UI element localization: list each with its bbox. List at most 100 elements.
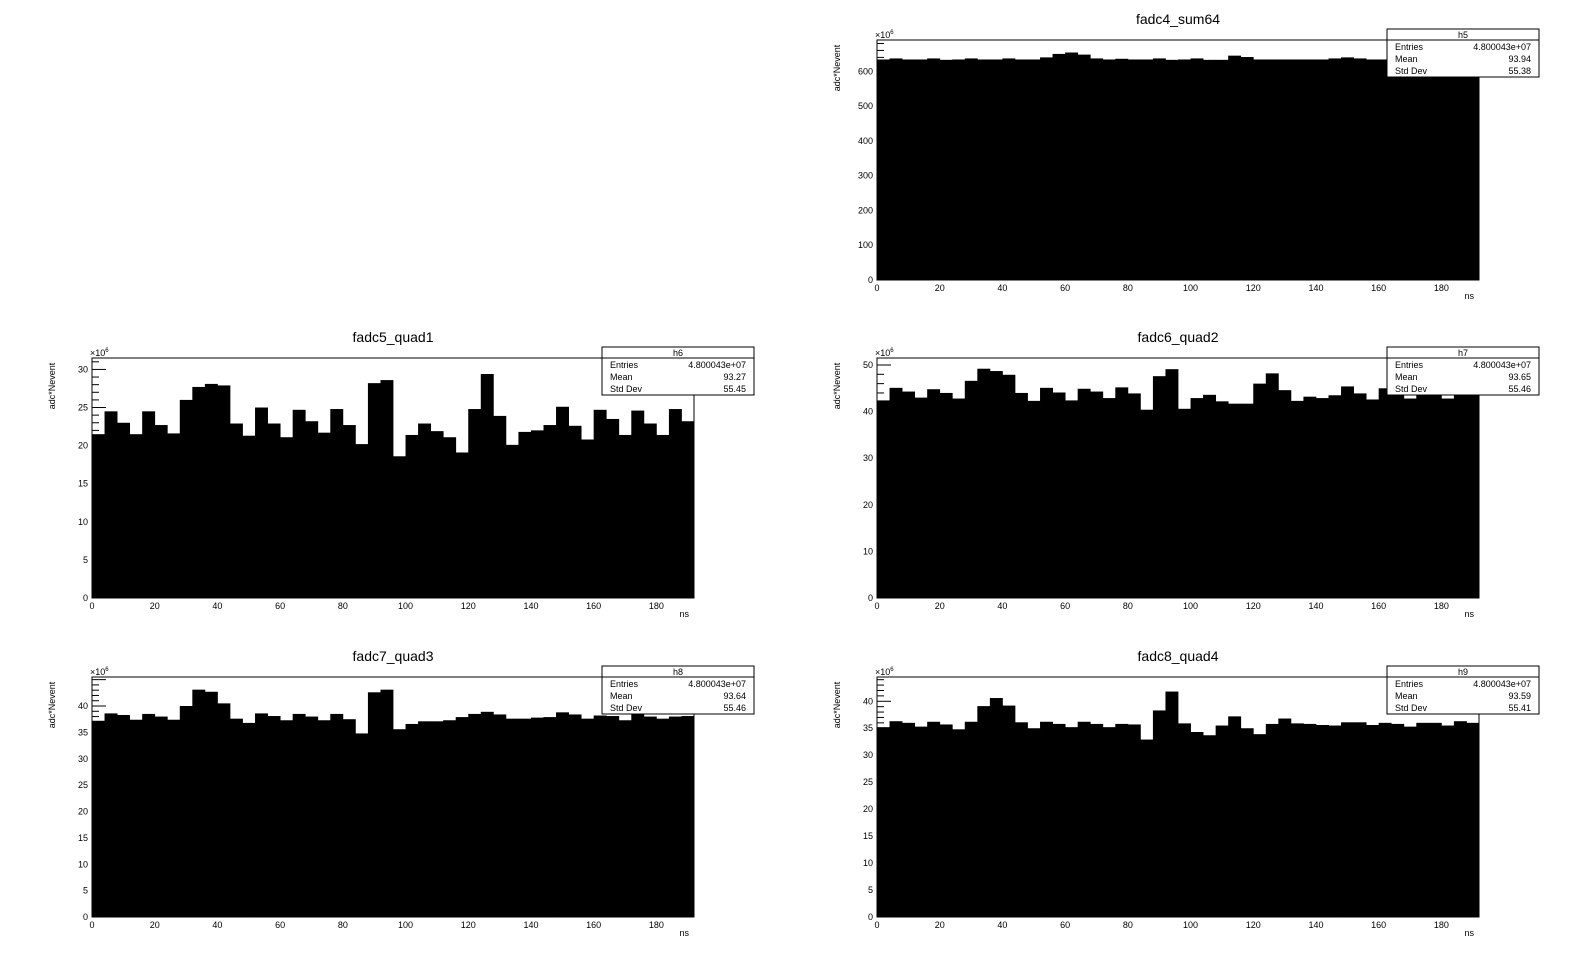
- histogram-bar: [242, 435, 256, 598]
- stats-label-mean: Mean: [610, 691, 633, 701]
- x-axis: 0 20 40 60 80 100 120 140 160 180 ns: [874, 272, 1480, 301]
- histogram-bar: [1378, 59, 1392, 281]
- histogram-bar: [1278, 718, 1292, 917]
- histogram-bar: [1152, 710, 1166, 917]
- histogram-bar: [480, 374, 494, 598]
- stats-box: h7 Entries 4.800043e+07 Mean 93.65 Std Dev 55.…: [1386, 346, 1540, 396]
- x-axis: 0 20 40 60 80 100 120 140 160 180 ns: [89, 909, 695, 938]
- histogram-bar: [1052, 53, 1066, 280]
- histogram-bar: [902, 59, 916, 281]
- histogram-bar: [1240, 57, 1254, 280]
- histogram-bar: [1077, 388, 1091, 598]
- stats-value-mean: 93.27: [723, 372, 746, 382]
- histogram-bar: [1441, 59, 1455, 280]
- histogram-bar: [1391, 60, 1405, 280]
- x-axis-label: ns: [679, 928, 689, 938]
- histogram-bar: [280, 720, 294, 917]
- histogram-bar: [1027, 400, 1041, 598]
- y-axis: 0 5 10 15 20 25 30×106 adc*Nevent: [47, 348, 109, 603]
- y-axis-label: adc*Nevent: [832, 681, 842, 728]
- histogram-bar: [229, 718, 243, 917]
- x-tick-label: 20: [935, 283, 945, 293]
- y-tick-label: 500: [858, 101, 873, 111]
- x-tick-label: 60: [1060, 920, 1070, 930]
- histogram-bar: [1466, 59, 1480, 281]
- y-tick-label: 20: [863, 804, 873, 814]
- histogram-bar: [1391, 392, 1405, 598]
- histogram-bar: [1290, 400, 1304, 598]
- histogram-bar: [1127, 724, 1141, 917]
- y-tick-label: 40: [863, 696, 873, 706]
- x-tick-label: 180: [649, 920, 664, 930]
- stats-value-std-dev: 55.46: [1508, 384, 1531, 394]
- histogram-bar: [1178, 723, 1191, 917]
- histogram-bar: [1115, 58, 1129, 280]
- stats-label-std-dev: Std Dev: [1395, 384, 1428, 394]
- histogram-bar: [977, 706, 991, 917]
- x-tick-label: 60: [275, 920, 285, 930]
- histogram-bar: [1228, 403, 1242, 598]
- histogram-bar: [1040, 721, 1053, 917]
- histogram-bar: [681, 716, 695, 917]
- histogram-bar: [255, 407, 268, 598]
- stats-value-entries: 4.800043e+07: [1473, 360, 1531, 370]
- histogram-bar: [104, 713, 118, 917]
- histogram-bar: [1190, 58, 1204, 281]
- histogram-bar: [505, 718, 519, 917]
- histogram-bar: [668, 716, 682, 917]
- histogram-bar: [581, 718, 595, 917]
- histogram-bar: [1115, 723, 1129, 917]
- x-tick-label: 140: [1308, 920, 1323, 930]
- y-tick-label: 300: [858, 171, 873, 181]
- histogram-bar: [267, 423, 281, 598]
- histogram-bar: [1228, 716, 1242, 917]
- x-tick-label: 100: [1183, 920, 1198, 930]
- histogram-bar: [939, 724, 953, 917]
- histogram-bar: [1466, 395, 1480, 598]
- histogram-pad-fadc4_sum64: fadc4_sum64 0 20 40 60 80 100 120 140 160 180 ns 0 10…: [832, 11, 1540, 301]
- histogram-bar: [1265, 59, 1279, 281]
- histogram-bar: [530, 430, 544, 598]
- stats-box-frame: [1386, 665, 1540, 715]
- x-tick-label: 0: [874, 283, 879, 293]
- histogram-bar: [1303, 396, 1317, 598]
- y-tick-label: 40: [863, 407, 873, 417]
- histogram-bar: [989, 59, 1003, 281]
- histogram-bar: [593, 715, 607, 917]
- y-tick-label: 15: [78, 479, 88, 489]
- histogram-bar: [480, 711, 494, 917]
- chart-title: fadc8_quad4: [1138, 648, 1219, 664]
- stats-label-std-dev: Std Dev: [1395, 66, 1428, 76]
- stats-value-std-dev: 55.46: [723, 703, 746, 713]
- x-tick-label: 0: [89, 601, 94, 611]
- y-tick-label: 10: [863, 546, 873, 556]
- y-tick-label: 200: [858, 205, 873, 215]
- histogram-bar: [1190, 732, 1204, 917]
- histogram-bar: [92, 720, 105, 917]
- y-tick-label: 30: [78, 364, 88, 374]
- histogram-bar: [1315, 725, 1329, 917]
- histogram-bar: [1453, 721, 1467, 917]
- y-tick-label: 35: [78, 727, 88, 737]
- histogram-bar: [543, 425, 557, 598]
- histogram-bar: [305, 421, 319, 598]
- histogram-bar: [1466, 722, 1480, 917]
- histogram-bar: [167, 719, 181, 917]
- y-tick-label: 10: [78, 859, 88, 869]
- histogram-bar: [154, 425, 168, 598]
- histogram-bar: [656, 434, 670, 598]
- histogram-bar: [1027, 728, 1041, 917]
- histogram-bar: [1165, 59, 1179, 280]
- histogram-bar: [493, 415, 507, 598]
- histogram-bar: [902, 391, 916, 598]
- stats-label-std-dev: Std Dev: [1395, 703, 1428, 713]
- stats-label-entries: Entries: [610, 360, 639, 370]
- histogram-bar: [342, 719, 356, 917]
- histogram-bar: [430, 431, 444, 598]
- histogram-bar: [581, 439, 595, 598]
- histogram-bar: [405, 723, 419, 917]
- histogram-bar: [1366, 59, 1380, 281]
- histogram-bar: [1165, 369, 1179, 598]
- x-axis: 0 20 40 60 80 100 120 140 160 180 ns: [874, 909, 1480, 938]
- histogram-bar: [914, 726, 928, 917]
